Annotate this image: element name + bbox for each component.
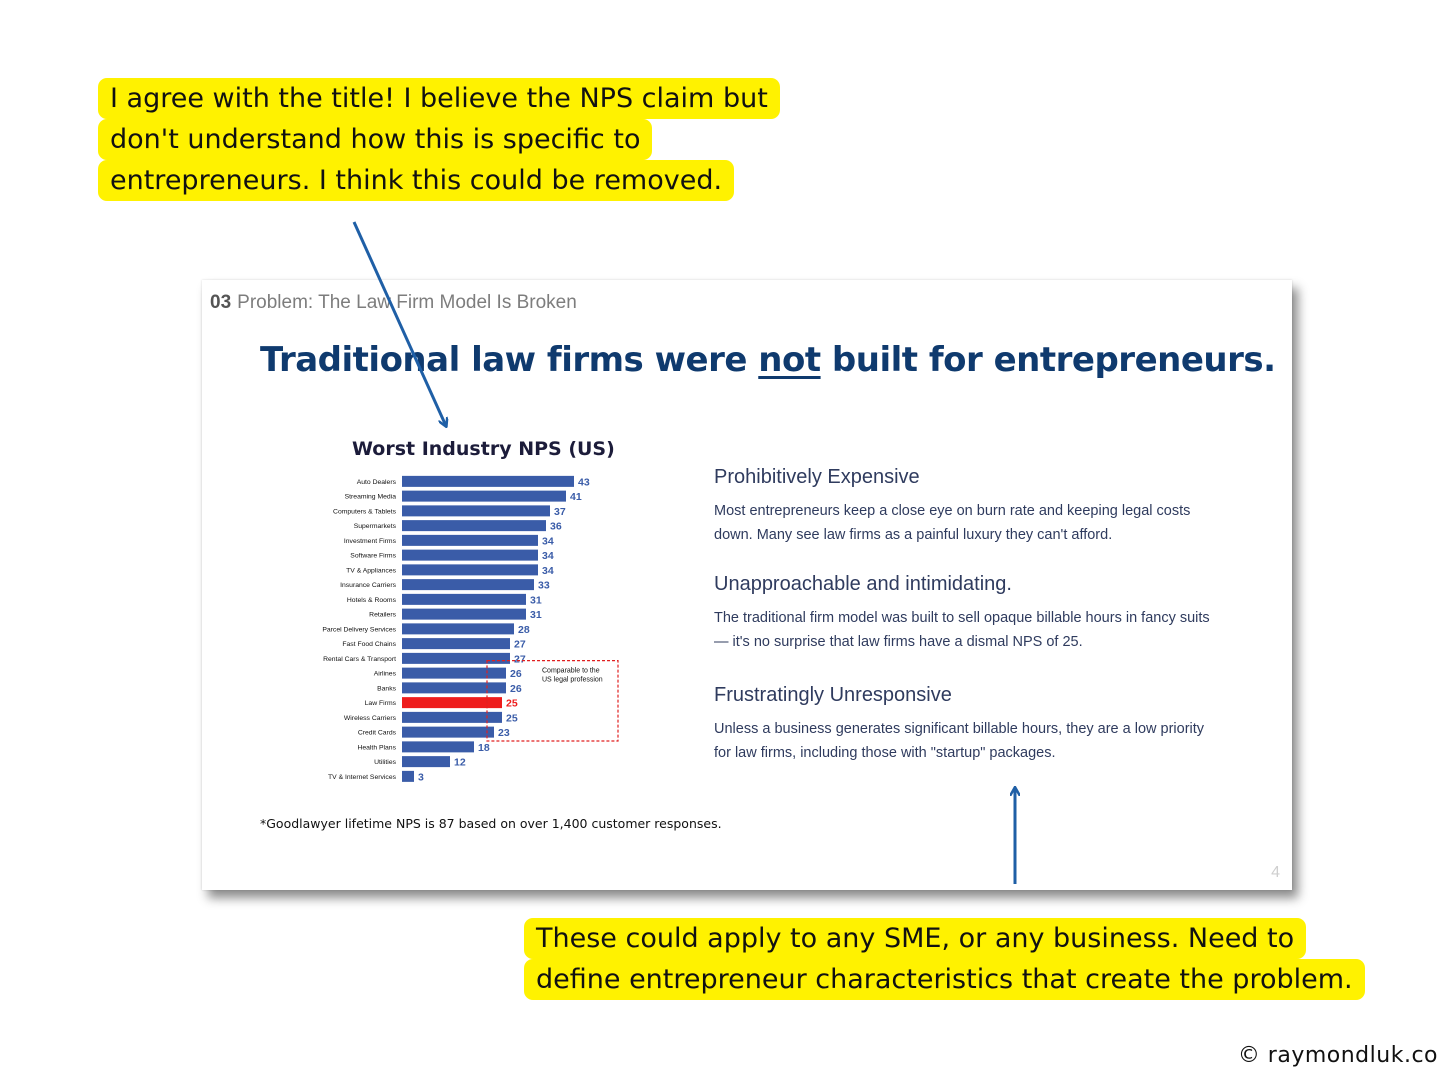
category-label: Investment Firms (344, 538, 397, 545)
bar (402, 475, 574, 487)
reviewer-comment-bottom: These could apply to any SME, or any bus… (524, 918, 1365, 1000)
value-label: 27 (514, 653, 526, 665)
value-label: 3 (418, 771, 424, 782)
point-title: Prohibitively Expensive (714, 466, 920, 488)
category-label: TV & Internet Services (328, 774, 397, 781)
value-label: 36 (550, 521, 562, 533)
bar (402, 741, 474, 753)
category-label: Utilities (374, 759, 397, 766)
bar (402, 756, 450, 768)
comment-line: entrepreneurs. I think this could be rem… (98, 160, 735, 201)
bar (402, 682, 506, 694)
comment-line: don't understand how this is specific to (98, 119, 653, 160)
category-label: Rental Cars & Transport (323, 656, 396, 663)
point-body: Unless a business generates significant … (714, 721, 1205, 761)
category-label: Auto Dealers (357, 479, 397, 486)
value-label: 26 (510, 668, 522, 680)
bar (402, 711, 502, 723)
bar (402, 608, 526, 620)
category-label: Law Firms (365, 700, 397, 707)
reviewer-comment-top: I agree with the title! I believe the NP… (98, 78, 780, 201)
point-unresponsive: Frustratingly Unresponsive Unless a busi… (714, 684, 1214, 765)
comparison-box (486, 660, 619, 742)
point-intimidating: Unapproachable and intimidating. The tra… (714, 573, 1214, 654)
nps-bar-chart: Auto Dealers 43 Streaming Media 41 Computers… (322, 475, 619, 782)
category-label: Insurance Carriers (340, 582, 397, 589)
category-label: Software Firms (350, 553, 396, 560)
category-label: Parcel Delivery Services (322, 626, 396, 633)
value-label: 12 (454, 757, 466, 769)
category-label: Wireless Carriers (344, 715, 397, 722)
value-label: 28 (518, 624, 530, 636)
category-label: Banks (377, 685, 396, 692)
category-label: Retailers (369, 612, 396, 619)
value-label: 25 (506, 712, 518, 724)
category-label: Hotels & Rooms (347, 597, 397, 604)
bar (402, 726, 494, 738)
category-label: TV & Appliances (346, 567, 396, 574)
section-number: 03 (210, 292, 232, 313)
category-label: Health Plans (357, 744, 396, 751)
point-title: Frustratingly Unresponsive (714, 684, 952, 706)
headline-part: Traditional law firms were (260, 340, 759, 380)
bar (402, 490, 566, 502)
bar (402, 667, 506, 679)
comment-line: These could apply to any SME, or any bus… (524, 918, 1307, 959)
bar (402, 579, 534, 591)
headline-emphasis: not (758, 340, 821, 380)
value-label: 27 (514, 639, 526, 651)
point-title: Unapproachable and intimidating. (714, 573, 1012, 595)
value-label: 18 (478, 742, 490, 754)
slide: 03 Problem: The Law Firm Model Is Broken … (202, 280, 1292, 890)
value-label: 34 (542, 565, 554, 577)
section-title: Problem: The Law Firm Model Is Broken (237, 292, 577, 313)
bar (402, 534, 538, 546)
slide-headline: Traditional law firms were not built for… (260, 340, 1276, 380)
headline-part: built for entrepreneurs. (820, 340, 1276, 380)
category-label: Credit Cards (358, 730, 397, 737)
category-label: Supermarkets (354, 523, 397, 530)
chart-title: Worst Industry NPS (US) (352, 438, 615, 460)
value-label: 31 (530, 609, 542, 621)
bar (402, 520, 546, 532)
bar (402, 549, 538, 561)
page-number: 4 (1271, 864, 1280, 881)
category-label: Computers & Tablets (333, 508, 397, 515)
point-body: The traditional firm model was built to … (714, 610, 1210, 650)
comment-line: define entrepreneur characteristics that… (524, 959, 1365, 1000)
value-label: 37 (554, 506, 566, 518)
annotation-text: US legal profession (542, 677, 603, 684)
value-label: 34 (542, 535, 554, 547)
category-label: Airlines (374, 671, 397, 678)
bar (402, 564, 538, 576)
bar (402, 505, 550, 517)
bar (402, 623, 514, 635)
comment-line: I agree with the title! I believe the NP… (98, 78, 780, 119)
bar (402, 697, 502, 709)
value-label: 26 (510, 683, 522, 695)
section-label: 03 Problem: The Law Firm Model Is Broken (210, 292, 577, 314)
value-label: 34 (542, 550, 554, 562)
point-expensive: Prohibitively Expensive Most entrepreneu… (714, 466, 1214, 547)
bar (402, 638, 510, 650)
value-label: 43 (578, 476, 590, 488)
category-label: Streaming Media (345, 494, 397, 501)
bar (402, 593, 526, 605)
value-label: 23 (498, 727, 510, 739)
bar (402, 770, 414, 782)
bar (402, 652, 510, 664)
value-label: 31 (530, 594, 542, 606)
value-label: 33 (538, 580, 550, 592)
point-body: Most entrepreneurs keep a close eye on b… (714, 503, 1191, 543)
footnote: *Goodlawyer lifetime NPS is 87 based on … (260, 816, 722, 831)
value-label: 25 (506, 698, 518, 710)
category-label: Fast Food Chains (342, 641, 396, 648)
annotation-text: Comparable to the (542, 668, 600, 675)
value-label: 41 (570, 491, 582, 503)
copyright-credit: © raymondluk.co (1237, 1043, 1438, 1068)
